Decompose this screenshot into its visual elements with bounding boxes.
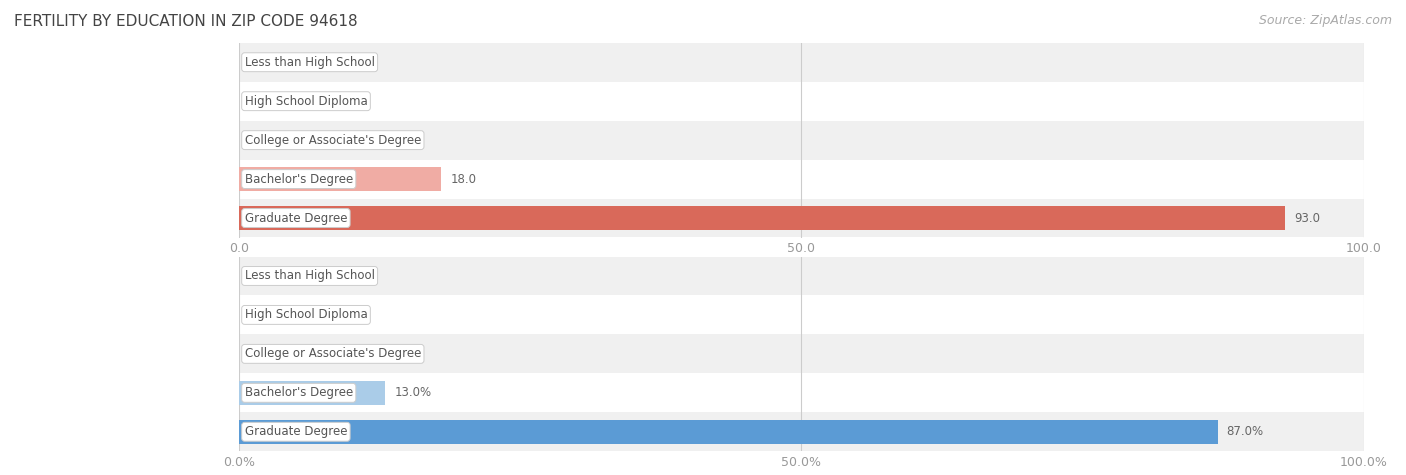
Text: 0.0%: 0.0%: [247, 269, 277, 283]
Text: 87.0%: 87.0%: [1226, 425, 1264, 438]
Bar: [239, 256, 1364, 295]
Text: 0.0: 0.0: [247, 95, 267, 108]
Bar: [239, 160, 1364, 199]
Bar: [239, 82, 1364, 121]
Text: Source: ZipAtlas.com: Source: ZipAtlas.com: [1258, 14, 1392, 27]
Text: Less than High School: Less than High School: [245, 56, 374, 69]
Bar: [239, 199, 1364, 238]
Text: Graduate Degree: Graduate Degree: [245, 425, 347, 438]
Text: College or Associate's Degree: College or Associate's Degree: [245, 133, 420, 147]
Text: 13.0%: 13.0%: [394, 386, 432, 399]
Text: Bachelor's Degree: Bachelor's Degree: [245, 172, 353, 186]
Text: 0.0: 0.0: [247, 133, 267, 147]
Text: High School Diploma: High School Diploma: [245, 95, 367, 108]
Text: Graduate Degree: Graduate Degree: [245, 211, 347, 225]
Bar: [239, 121, 1364, 160]
Bar: [239, 334, 1364, 373]
Bar: [239, 206, 1285, 230]
Bar: [239, 295, 1364, 334]
Bar: [239, 420, 1218, 444]
Text: Bachelor's Degree: Bachelor's Degree: [245, 386, 353, 399]
Bar: [239, 167, 441, 191]
Text: 0.0: 0.0: [247, 56, 267, 69]
Text: College or Associate's Degree: College or Associate's Degree: [245, 347, 420, 361]
Text: 0.0%: 0.0%: [247, 308, 277, 322]
Text: 0.0%: 0.0%: [247, 347, 277, 361]
Bar: [239, 43, 1364, 82]
Bar: [239, 381, 385, 405]
Text: 93.0: 93.0: [1294, 211, 1320, 225]
Text: Less than High School: Less than High School: [245, 269, 374, 283]
Text: High School Diploma: High School Diploma: [245, 308, 367, 322]
Bar: [239, 373, 1364, 412]
Bar: [239, 412, 1364, 451]
Text: FERTILITY BY EDUCATION IN ZIP CODE 94618: FERTILITY BY EDUCATION IN ZIP CODE 94618: [14, 14, 357, 29]
Text: 18.0: 18.0: [450, 172, 477, 186]
